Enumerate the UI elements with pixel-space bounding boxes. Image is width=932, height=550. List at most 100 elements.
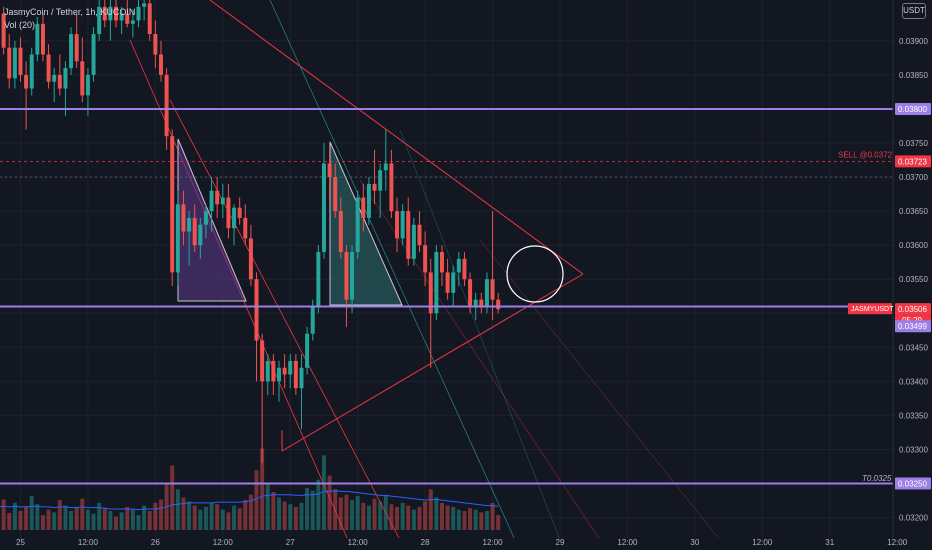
volume-bar xyxy=(63,505,68,530)
volume-bar xyxy=(462,511,467,530)
target-circle[interactable] xyxy=(506,245,564,303)
candle xyxy=(243,217,248,239)
x-tick-label: 12:00 xyxy=(78,538,99,547)
volume-bar xyxy=(35,504,40,530)
volume-bar xyxy=(142,505,147,530)
volume-bar xyxy=(366,505,371,530)
volume-bar xyxy=(57,500,62,530)
volume-bar xyxy=(91,513,96,530)
volume-bar xyxy=(187,501,192,530)
volume-bar xyxy=(114,516,119,530)
candle xyxy=(288,360,293,375)
candle xyxy=(383,163,388,171)
candle xyxy=(321,163,326,252)
candle xyxy=(102,6,107,21)
volume-bar xyxy=(209,502,214,530)
currency-button[interactable]: USDT xyxy=(902,3,926,19)
candle xyxy=(130,20,135,24)
candle xyxy=(158,54,163,75)
candle xyxy=(136,6,141,21)
candle xyxy=(209,190,214,212)
candle xyxy=(490,279,495,300)
y-tick-label: 0.03700 xyxy=(899,173,928,182)
candle xyxy=(175,204,180,273)
channel-line-b[interactable] xyxy=(399,129,561,541)
candle xyxy=(260,340,265,382)
trend-line-b[interactable] xyxy=(169,99,401,541)
candle xyxy=(215,190,220,205)
candle xyxy=(445,272,450,293)
candle xyxy=(24,74,29,89)
volume-bar xyxy=(439,502,444,530)
volume-bar xyxy=(69,511,74,530)
x-tick-label: 12:00 xyxy=(213,538,234,547)
candle xyxy=(119,13,124,21)
volume-bar xyxy=(215,504,220,530)
volume-bar xyxy=(411,509,416,530)
candle xyxy=(310,306,315,334)
trend-line-c[interactable] xyxy=(359,179,601,541)
time-axis[interactable] xyxy=(0,538,932,550)
volume-bar xyxy=(254,470,259,530)
volume-bar xyxy=(338,497,343,530)
volume-bar xyxy=(24,506,29,530)
candles xyxy=(1,0,501,464)
volume-bar xyxy=(153,502,158,530)
volume-bar xyxy=(136,515,141,530)
volume-bar xyxy=(479,512,484,530)
y-tick-label: 0.03300 xyxy=(899,445,928,454)
volume-bar xyxy=(52,512,57,530)
volume-bar xyxy=(496,515,501,530)
candle xyxy=(265,360,270,382)
y-tick-label: 0.03850 xyxy=(899,71,928,80)
volume-bar xyxy=(378,501,383,530)
symbol-tag-bg xyxy=(848,303,892,315)
chart-legend: JasmyCoin / Tether, 1h, KUCOIN Vol (20) xyxy=(4,6,135,32)
symbol-title[interactable]: JasmyCoin / Tether, 1h, KUCOIN xyxy=(4,7,136,17)
volume-bar xyxy=(175,489,180,530)
last-price-tag-bg xyxy=(895,303,931,316)
volume-bar xyxy=(198,509,203,530)
volume-bar xyxy=(158,499,163,530)
volume-bar xyxy=(125,506,130,530)
candle xyxy=(417,224,422,246)
volume-bar xyxy=(299,502,304,530)
candle xyxy=(192,217,197,246)
y-tick-label: 0.03900 xyxy=(899,37,928,46)
candle xyxy=(187,217,192,232)
candle xyxy=(29,54,34,89)
channel-line-a[interactable] xyxy=(269,0,516,541)
volume-bar xyxy=(277,497,281,530)
y-tick-label: 0.03450 xyxy=(899,343,928,352)
volume-bar xyxy=(305,487,310,530)
price-axis[interactable] xyxy=(893,0,932,550)
y-tick-label: 0.03200 xyxy=(899,514,928,523)
candle xyxy=(1,13,6,48)
volume-bar xyxy=(102,508,107,530)
x-tick-label: 27 xyxy=(286,538,295,547)
volume-bar xyxy=(164,482,169,530)
volume-bar xyxy=(12,502,17,530)
y-tick-label: 0.03550 xyxy=(899,275,928,284)
triangle-lower-line[interactable] xyxy=(281,273,584,452)
triangle-upper-line[interactable] xyxy=(209,0,584,275)
candle xyxy=(484,279,489,307)
candle xyxy=(7,47,12,79)
candle xyxy=(80,61,85,96)
candle xyxy=(496,299,501,310)
volume-bar xyxy=(434,497,439,530)
volume-bar xyxy=(192,505,197,530)
candle xyxy=(108,6,113,21)
volume-bar xyxy=(130,509,135,530)
volume-bar xyxy=(395,506,400,530)
volume-bar xyxy=(451,506,456,530)
candle xyxy=(142,3,147,7)
candle xyxy=(181,204,186,232)
trend-line-d[interactable] xyxy=(479,239,721,541)
sell-annotation: SELL @0.03723 xyxy=(838,150,897,159)
x-tick-label: 12:00 xyxy=(887,538,908,547)
sell-price-tag-bg xyxy=(895,155,931,168)
indicator-label[interactable]: Vol (20) xyxy=(4,20,36,30)
